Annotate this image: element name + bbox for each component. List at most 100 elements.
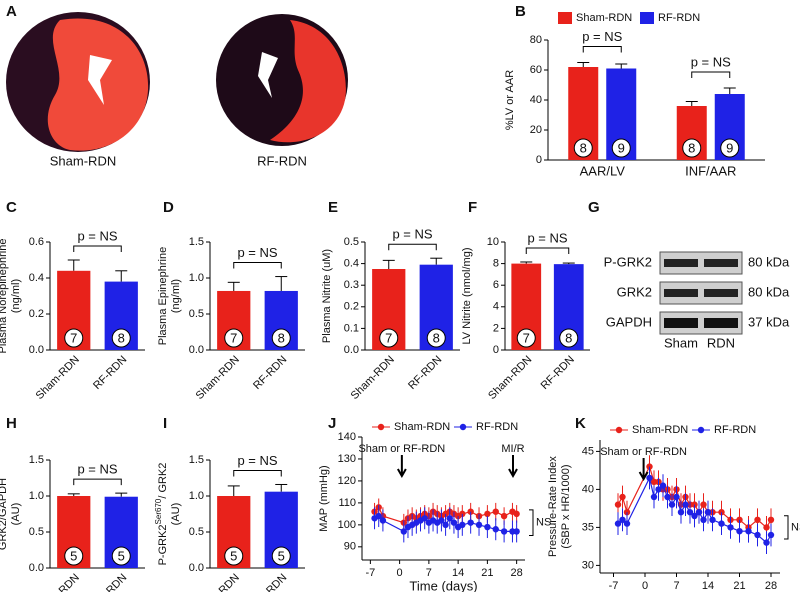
band-size: 80 kDa: [748, 284, 790, 299]
ns-bracket: [784, 515, 789, 540]
y-tick-label: 0.5: [189, 526, 204, 538]
point: [677, 509, 685, 516]
annotation: MI/R: [501, 443, 524, 455]
y-tick-label: 1.5: [29, 454, 44, 466]
point: [655, 486, 662, 493]
y-tick-label: 0.0: [189, 344, 204, 356]
y-axis-label: LV Nitrite (nmol/mg): [461, 248, 473, 345]
point: [459, 521, 466, 529]
x-tick-label: Sham-RDN: [194, 354, 242, 402]
x-tick-label: 14: [702, 580, 714, 592]
n-label: 7: [70, 330, 77, 345]
n-badge: [224, 328, 244, 348]
y-tick-label: 0.2: [344, 301, 359, 313]
n-label: 8: [688, 140, 695, 155]
x-axis-label: Time (days): [409, 578, 477, 592]
y-tick-label: 6: [493, 279, 499, 291]
y-axis-label-part: P-GRK2: [157, 524, 169, 565]
point: [400, 528, 407, 535]
point: [745, 528, 752, 535]
point: [700, 516, 707, 523]
panel-letter: J: [328, 415, 336, 432]
point: [492, 526, 499, 533]
y-tick-label: 1.0: [29, 490, 44, 502]
legend-marker: [459, 423, 467, 431]
panel-letter: D: [163, 199, 174, 216]
n-label: 8: [433, 330, 440, 345]
y-tick-label: 0.4: [29, 272, 44, 284]
panel-letter: H: [6, 415, 17, 432]
x-tick-label: RF-RDN: [539, 354, 577, 392]
band-label: P-GRK2: [604, 254, 652, 269]
n-badge: [559, 328, 579, 348]
panel-letter: B: [515, 3, 526, 20]
ns-bracket: [529, 509, 534, 536]
y-tick-label: 120: [338, 475, 356, 487]
point: [682, 501, 689, 508]
point: [718, 520, 725, 527]
point: [484, 523, 491, 531]
arrow: [396, 455, 407, 479]
point: [614, 520, 622, 527]
legend-marker: [615, 426, 623, 434]
point: [727, 524, 734, 531]
point: [754, 531, 761, 539]
lane-label: RDN: [707, 335, 735, 350]
significance-bracket: [233, 262, 282, 269]
y-axis-label: P-GRK2Ser670/ GRK2: [154, 463, 169, 566]
y-tick-label: 8: [493, 258, 499, 270]
point: [650, 478, 658, 485]
point: [500, 512, 508, 520]
significance-bracket: [73, 478, 122, 486]
x-tick-label: 28: [511, 567, 523, 579]
point: [659, 482, 667, 489]
x-tick-label: 14: [452, 567, 464, 579]
y-tick-label: 40: [582, 483, 594, 495]
panel-letter: A: [6, 3, 17, 20]
panel-letter: E: [328, 199, 338, 216]
y-axis-label: Pressure-Rate Index: [547, 456, 559, 557]
point: [646, 463, 653, 470]
y-tick-label: 40: [530, 94, 542, 106]
y-tick-label: 0.3: [344, 279, 359, 291]
y-tick-label: 80: [530, 34, 542, 46]
y-axis-label: (ng/ml): [170, 279, 182, 313]
x-tick-label: 7: [673, 580, 679, 592]
point: [467, 508, 474, 515]
x-tick-label: 7: [426, 567, 432, 579]
point: [421, 515, 428, 522]
annotation: p = NS: [582, 29, 622, 44]
y-tick-label: 0.5: [29, 526, 44, 538]
annotation: p = NS: [237, 245, 277, 260]
point: [686, 509, 694, 516]
n-badge: [573, 138, 593, 158]
panel-letter: F: [468, 199, 477, 216]
x-tick-label: RF-RDN: [251, 572, 289, 592]
heart-image: [216, 14, 348, 146]
point: [619, 493, 626, 501]
significance-bracket: [691, 71, 731, 78]
y-tick-label: 0: [493, 344, 499, 356]
annotation: Sham or RF-RDN: [600, 446, 687, 458]
n-label: 8: [580, 140, 587, 155]
point: [467, 519, 474, 526]
y-axis-label-part: Ser670: [154, 498, 163, 524]
y-tick-label: 100: [338, 519, 356, 531]
n-badge: [64, 546, 84, 566]
point: [704, 509, 712, 516]
y-axis-label: (AU): [170, 503, 182, 526]
point: [691, 501, 698, 508]
n-badge: [224, 546, 244, 566]
y-tick-label: 10: [487, 236, 499, 248]
legend-swatch: [640, 12, 654, 24]
x-tick-label: -7: [365, 567, 375, 579]
point: [475, 521, 483, 529]
n-label: 7: [523, 330, 530, 345]
point: [442, 521, 449, 529]
heart-image: [6, 12, 150, 152]
point: [619, 516, 626, 523]
point: [736, 528, 743, 535]
x-tick-label: 0: [642, 580, 648, 592]
n-label: 5: [278, 548, 285, 563]
